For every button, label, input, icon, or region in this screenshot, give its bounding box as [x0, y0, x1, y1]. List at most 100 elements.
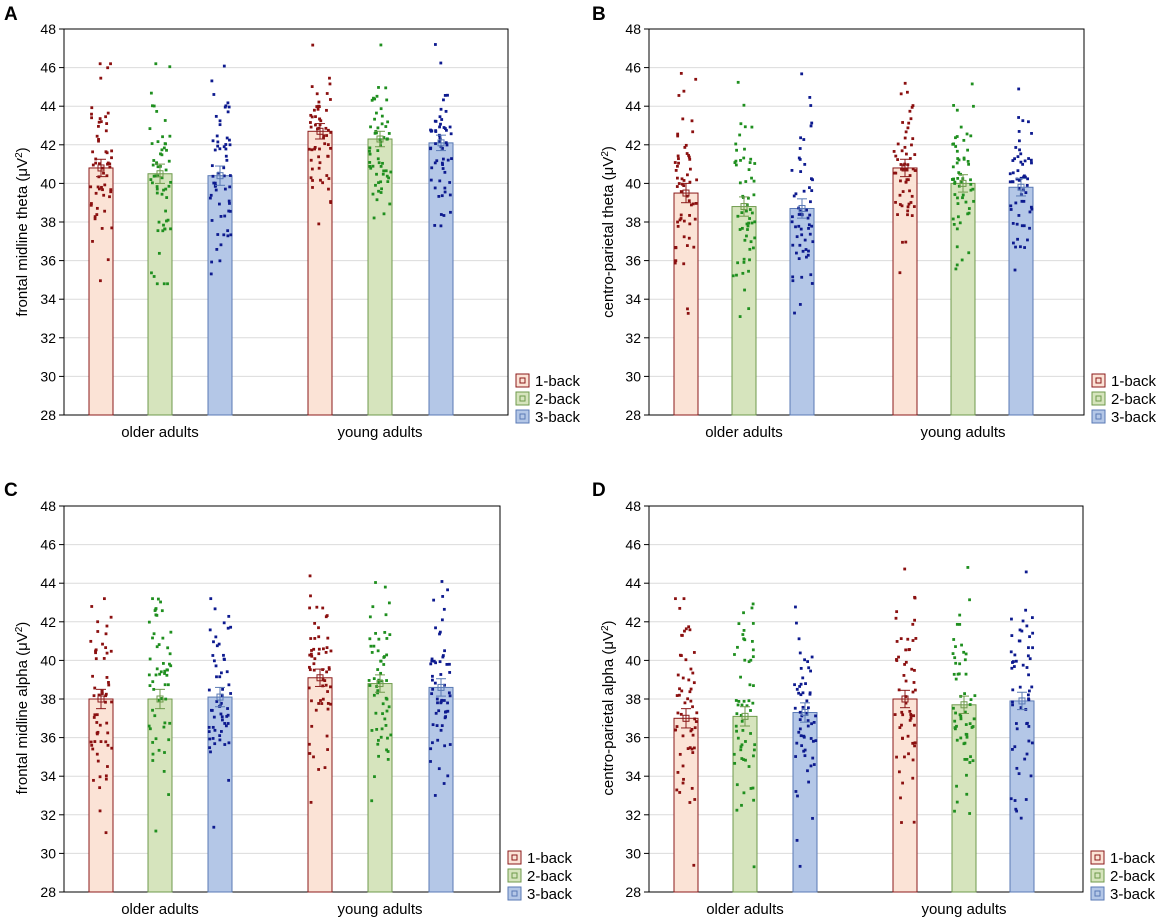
- data-point: [901, 121, 905, 124]
- data-point: [385, 748, 388, 752]
- data-point: [1031, 646, 1034, 650]
- data-point: [106, 66, 110, 70]
- data-point: [448, 193, 452, 197]
- data-point: [430, 657, 434, 661]
- data-point: [802, 749, 806, 753]
- data-point: [956, 215, 960, 219]
- data-point: [376, 157, 380, 161]
- data-point: [804, 682, 807, 686]
- data-point: [94, 649, 97, 653]
- legend-item-3-back: 3-back: [1090, 886, 1156, 903]
- data-point: [968, 812, 972, 815]
- data-point: [221, 687, 224, 691]
- y-tick-label: 42: [40, 614, 56, 630]
- data-point: [97, 693, 101, 697]
- data-point: [749, 157, 753, 161]
- data-point: [372, 216, 376, 220]
- data-point: [387, 601, 391, 605]
- data-point: [164, 142, 167, 146]
- data-point: [224, 147, 228, 151]
- data-point: [1019, 816, 1023, 820]
- data-point: [100, 185, 103, 189]
- data-point: [952, 222, 956, 226]
- data-point: [227, 614, 231, 618]
- data-point: [383, 631, 387, 634]
- data-point: [679, 217, 683, 220]
- data-point: [690, 747, 694, 751]
- data-point: [682, 179, 686, 182]
- data-point: [908, 157, 912, 160]
- data-point: [751, 701, 755, 705]
- data-point: [900, 204, 904, 208]
- data-point: [325, 670, 329, 674]
- legend-label: 1-back: [535, 373, 581, 390]
- data-point: [686, 747, 690, 750]
- data-point: [970, 726, 974, 729]
- data-point: [431, 678, 434, 682]
- data-point: [225, 136, 229, 140]
- data-point: [376, 149, 380, 152]
- data-point: [385, 709, 389, 713]
- data-point: [434, 626, 437, 630]
- data-point: [801, 249, 805, 253]
- data-point: [216, 233, 220, 236]
- data-point: [442, 699, 446, 702]
- data-point: [678, 606, 682, 610]
- data-point: [908, 709, 912, 713]
- data-point: [152, 275, 156, 278]
- data-point: [954, 136, 957, 140]
- data-point: [373, 131, 377, 135]
- panel-letter-d: D: [592, 480, 606, 501]
- data-point: [1020, 629, 1024, 633]
- data-point: [694, 720, 698, 723]
- y-tick-label: 48: [625, 498, 641, 514]
- data-point: [325, 174, 329, 177]
- data-point: [103, 209, 107, 213]
- data-point: [160, 697, 164, 700]
- legend-swatch: [1090, 886, 1105, 901]
- data-point: [1026, 238, 1029, 242]
- data-point: [227, 741, 231, 745]
- data-point: [794, 605, 797, 609]
- data-point: [219, 671, 223, 675]
- legend-swatch: [507, 850, 522, 865]
- data-point: [448, 662, 451, 666]
- y-tick-label: 46: [40, 60, 56, 76]
- data-point: [214, 188, 218, 192]
- data-point: [905, 90, 909, 94]
- y-tick-label: 44: [40, 98, 56, 114]
- data-point: [219, 730, 223, 733]
- data-point: [377, 754, 380, 758]
- data-point: [155, 185, 159, 188]
- data-point: [438, 115, 442, 119]
- data-point: [1014, 722, 1018, 725]
- bar-1-back-young: [892, 167, 918, 416]
- data-point: [384, 125, 388, 128]
- data-point: [157, 220, 161, 224]
- data-point: [105, 174, 109, 178]
- data-point: [797, 637, 801, 641]
- data-point: [368, 684, 372, 687]
- plot-area: [63, 28, 509, 416]
- data-point: [90, 112, 93, 116]
- data-point: [1017, 178, 1021, 182]
- data-point: [678, 218, 682, 222]
- data-point: [157, 643, 161, 646]
- data-point: [92, 778, 95, 782]
- data-point: [309, 158, 313, 162]
- data-point: [165, 673, 169, 677]
- data-point: [734, 724, 738, 728]
- data-point: [810, 282, 814, 285]
- data-point: [967, 207, 971, 210]
- data-point: [803, 162, 807, 166]
- data-point: [751, 786, 755, 790]
- data-point: [907, 121, 911, 125]
- bar-1-back-young: [307, 677, 333, 893]
- data-point: [317, 647, 321, 651]
- data-point: [94, 191, 98, 195]
- bar-2-back-older: [731, 206, 757, 416]
- data-point: [322, 136, 325, 140]
- data-point: [809, 124, 813, 128]
- data-point: [738, 181, 742, 185]
- y-tick-label: 38: [40, 691, 56, 707]
